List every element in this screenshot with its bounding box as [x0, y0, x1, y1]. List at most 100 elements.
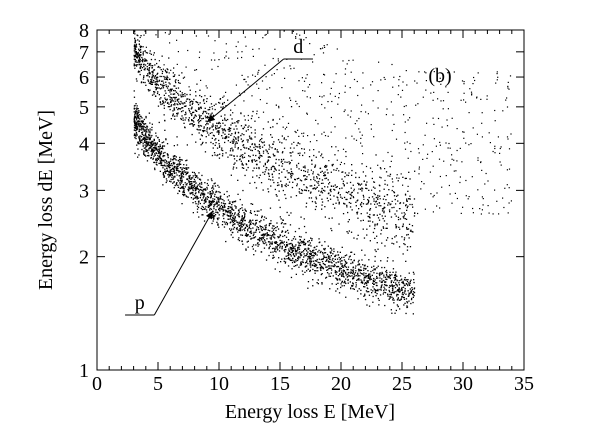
scatter-point [166, 167, 168, 169]
scatter-point [169, 96, 171, 98]
scatter-point [417, 212, 419, 215]
scatter-point [241, 219, 243, 222]
scatter-point [177, 87, 180, 89]
scatter-point [192, 189, 194, 192]
scatter-point [295, 195, 298, 197]
scatter-point [149, 89, 151, 91]
scatter-point [396, 304, 398, 306]
scatter-point [373, 227, 376, 230]
scatter-point [285, 223, 287, 225]
scatter-point [193, 181, 195, 183]
scatter-point [312, 61, 314, 63]
scatter-point [150, 80, 152, 82]
scatter-point [165, 78, 167, 80]
y-tick-label: 5 [79, 97, 89, 119]
scatter-point [192, 102, 194, 104]
scatter-point [352, 196, 354, 198]
scatter-point [142, 138, 145, 141]
scatter-point [190, 123, 192, 125]
scatter-point [350, 269, 352, 271]
scatter-point [134, 54, 137, 56]
scatter-point [228, 133, 230, 135]
scatter-point [385, 239, 388, 241]
scatter-point [361, 163, 363, 165]
scatter-point [224, 141, 226, 144]
scatter-point [198, 189, 201, 191]
scatter-point [327, 269, 329, 271]
scatter-point [298, 243, 300, 245]
scatter-point [335, 290, 337, 292]
scatter-point [137, 34, 139, 37]
scatter-point [133, 46, 136, 48]
scatter-points [133, 30, 512, 315]
scatter-point [318, 190, 320, 192]
scatter-point [392, 185, 394, 188]
scatter-point [198, 190, 200, 193]
scatter-point [355, 274, 357, 277]
scatter-point [288, 181, 291, 183]
scatter-point [262, 152, 265, 154]
scatter-point [261, 134, 263, 136]
scatter-point [312, 173, 314, 175]
scatter-point [160, 69, 162, 71]
scatter-point [240, 222, 243, 224]
scatter-point [159, 145, 161, 148]
scatter-point [270, 167, 273, 169]
scatter-point [374, 291, 377, 293]
scatter-point [377, 217, 380, 219]
scatter-point [349, 181, 352, 184]
scatter-point [153, 155, 155, 157]
scatter-point [397, 290, 399, 292]
scatter-point [368, 294, 371, 296]
scatter-point [244, 229, 246, 232]
scatter-point [137, 71, 140, 73]
scatter-point [150, 83, 152, 85]
scatter-point [161, 75, 163, 78]
scatter-point [486, 98, 488, 100]
scatter-point [278, 107, 280, 109]
scatter-point [256, 175, 258, 177]
scatter-point [409, 280, 411, 282]
scatter-point [376, 203, 378, 205]
scatter-point [481, 209, 483, 211]
scatter-point [289, 243, 291, 245]
scatter-point [352, 282, 354, 284]
scatter-point [224, 119, 226, 121]
scatter-point [273, 227, 275, 230]
scatter-point [363, 278, 365, 280]
scatter-point [221, 224, 224, 226]
scatter-point [343, 202, 345, 204]
scatter-point [141, 125, 143, 128]
scatter-point [312, 171, 314, 173]
scatter-point [281, 142, 283, 144]
scatter-point [160, 103, 162, 106]
scatter-point [379, 167, 382, 169]
scatter-point [290, 248, 292, 250]
scatter-point [281, 221, 283, 224]
scatter-point [494, 152, 496, 154]
scatter-point [134, 112, 137, 114]
scatter-point [200, 144, 202, 146]
scatter-point [213, 217, 215, 219]
scatter-point [230, 174, 232, 176]
scatter-point [169, 160, 172, 162]
scatter-point [383, 286, 385, 288]
scatter-point [177, 192, 179, 195]
scatter-point [414, 80, 416, 82]
scatter-point [307, 256, 309, 258]
scatter-point [369, 273, 371, 275]
scatter-point [355, 282, 357, 284]
scatter-point [144, 133, 147, 135]
scatter-point [189, 181, 191, 183]
scatter-point [240, 112, 242, 115]
scatter-point [200, 193, 202, 196]
scatter-point [165, 181, 167, 184]
scatter-point [194, 174, 196, 177]
scatter-point [463, 137, 465, 139]
scatter-point [223, 217, 225, 220]
scatter-point [347, 266, 350, 268]
scatter-point [224, 133, 226, 135]
scatter-point [164, 32, 166, 34]
scatter-point [372, 286, 374, 288]
scatter-point [141, 60, 143, 62]
